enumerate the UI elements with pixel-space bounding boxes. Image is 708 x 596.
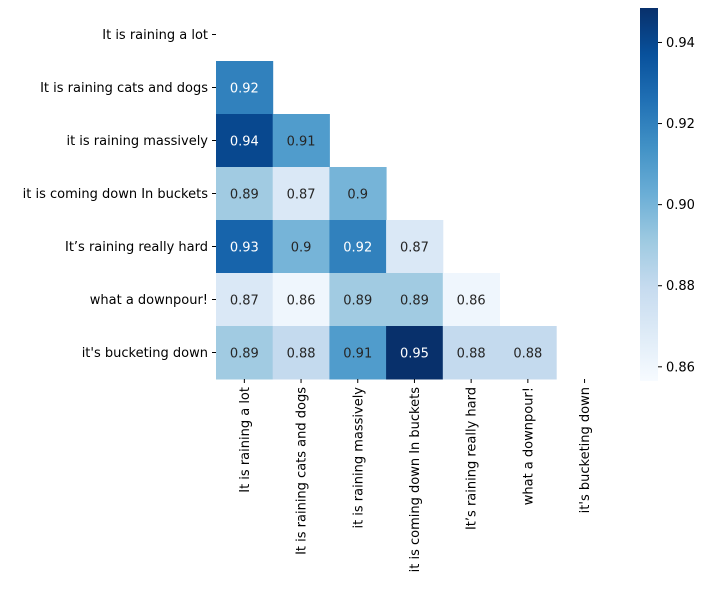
heatmap-cell-3-2 <box>329 167 387 221</box>
heatmap-cell-5-4 <box>442 273 500 327</box>
x-tick-label-5: what a downpour! <box>521 387 536 505</box>
heatmap-cell-4-2 <box>329 220 387 274</box>
cell-value-6-0: 0.89 <box>230 347 259 362</box>
y-tick-label-3: it is coming down In buckets <box>23 187 209 202</box>
cell-value-4-3: 0.87 <box>400 241 429 256</box>
heatmap-cell-6-1 <box>272 326 330 380</box>
heatmap-cell-3-0 <box>216 167 274 221</box>
cell-value-5-2: 0.89 <box>343 294 372 309</box>
heatmap-cell-4-0 <box>216 220 274 274</box>
y-axis: It is raining a lot It is raining cats an… <box>23 28 216 361</box>
x-tick-label-4: It’s raining really hard <box>465 387 480 530</box>
heatmap-cell-5-1 <box>272 273 330 327</box>
cell-value-3-0: 0.89 <box>230 188 259 203</box>
cell-value-3-1: 0.87 <box>287 188 316 203</box>
heatmap-cell-5-3 <box>386 273 444 327</box>
heatmap-cell-5-2 <box>329 273 387 327</box>
y-tick-label-6: it's bucketing down <box>82 346 208 361</box>
heatmap-cell-4-1 <box>272 220 330 274</box>
heatmap-cell-5-0 <box>216 273 274 327</box>
x-tick-label-0: It is raining a lot <box>238 387 253 493</box>
colorbar-tick-label-2: 0.90 <box>666 198 695 213</box>
y-tick-label-5: what a downpour! <box>90 293 208 308</box>
cell-value-3-2: 0.9 <box>347 188 368 203</box>
heatmap-cell-6-2 <box>329 326 387 380</box>
heatmap-cell-4-3 <box>386 220 444 274</box>
cell-value-5-3: 0.89 <box>400 294 429 309</box>
y-tick-label-0: It is raining a lot <box>102 28 208 43</box>
x-axis: It is raining a lot It is raining cats an… <box>238 379 593 572</box>
y-tick-label-2: it is raining massively <box>66 134 208 149</box>
heatmap-cell-6-5 <box>499 326 557 380</box>
heatmap-cells <box>216 61 557 380</box>
cell-value-6-1: 0.88 <box>287 347 316 362</box>
cell-value-5-0: 0.87 <box>230 294 259 309</box>
heatmap-cell-2-0 <box>216 114 274 168</box>
colorbar-gradient <box>640 8 658 381</box>
cell-annotations: 0.92 0.94 0.91 0.89 0.87 0.9 0.93 0.9 0.92 0.87 0.… <box>230 82 542 362</box>
cell-value-6-3: 0.95 <box>400 347 429 362</box>
cell-value-2-0: 0.94 <box>230 135 259 150</box>
x-tick-label-1: It is raining cats and dogs <box>295 387 310 555</box>
cell-value-4-0: 0.93 <box>230 241 259 256</box>
cell-value-4-1: 0.9 <box>291 241 312 256</box>
cell-value-2-1: 0.91 <box>287 135 316 150</box>
y-tick-label-4: It’s raining really hard <box>65 240 208 255</box>
colorbar-tick-label-1: 0.88 <box>666 279 695 294</box>
x-tick-label-2: it is raining massively <box>351 387 366 529</box>
colorbar-tick-label-3: 0.92 <box>666 117 695 132</box>
colorbar-tick-label-4: 0.94 <box>666 36 695 51</box>
x-tick-label-6: it's bucketing down <box>578 387 593 513</box>
cell-value-6-5: 0.88 <box>513 347 542 362</box>
heatmap-cell-6-4 <box>442 326 500 380</box>
heatmap-cell-6-3 <box>386 326 444 380</box>
cell-value-6-2: 0.91 <box>343 347 372 362</box>
heatmap-cell-2-1 <box>272 114 330 168</box>
cell-value-5-1: 0.86 <box>287 294 316 309</box>
cell-value-6-4: 0.88 <box>457 347 486 362</box>
heatmap-cell-6-0 <box>216 326 274 380</box>
x-tick-label-3: it is coming down In buckets <box>408 387 423 573</box>
heatmap-cell-1-0 <box>216 61 274 115</box>
y-tick-label-1: It is raining cats and dogs <box>40 81 208 96</box>
colorbar-tick-label-0: 0.86 <box>666 360 695 375</box>
cell-value-5-4: 0.86 <box>457 294 486 309</box>
heatmap-cell-3-1 <box>272 167 330 221</box>
cell-value-4-2: 0.92 <box>343 241 372 256</box>
colorbar: 0.86 0.88 0.90 0.92 0.94 <box>640 8 695 381</box>
cell-value-1-0: 0.92 <box>230 82 259 97</box>
